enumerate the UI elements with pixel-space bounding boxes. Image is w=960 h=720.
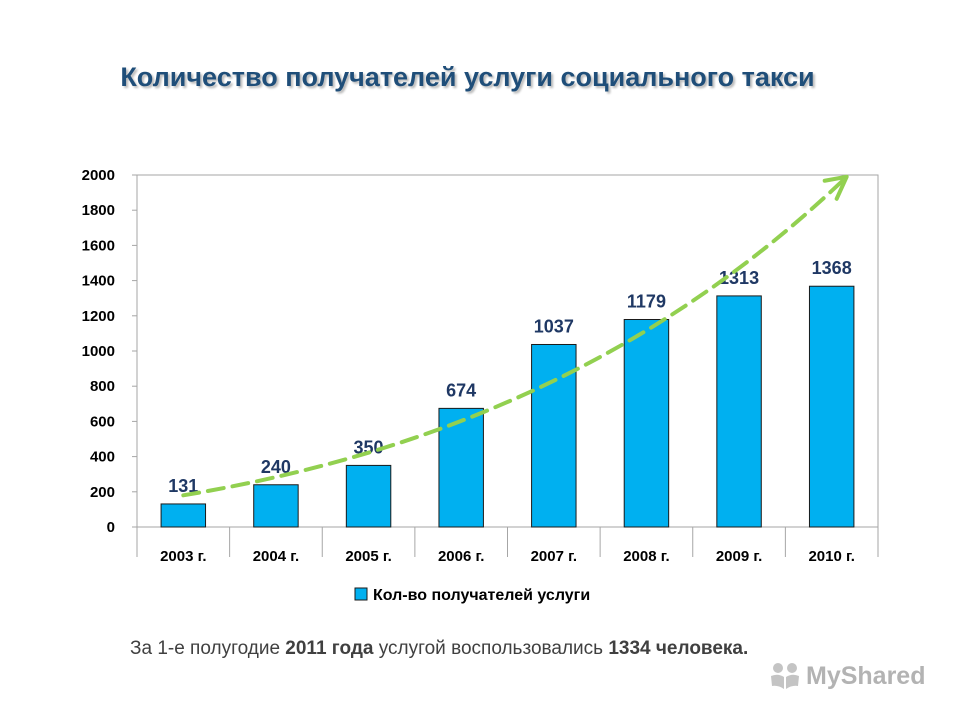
- legend-label: Кол-во получателей услуги: [373, 587, 590, 604]
- y-tick-label: 0: [107, 519, 115, 536]
- x-tick-label: 2007 г.: [531, 548, 577, 565]
- data-label: 1179: [627, 291, 666, 311]
- data-label: 131: [168, 476, 198, 496]
- x-tick-label: 2006 г.: [438, 548, 484, 565]
- bar: [345, 464, 392, 528]
- data-label: 674: [446, 380, 476, 400]
- data-label: 240: [261, 457, 291, 477]
- slideshare-icon: [771, 663, 799, 689]
- bar: [253, 484, 299, 528]
- bar: [160, 503, 207, 528]
- legend-swatch: [354, 587, 368, 601]
- x-tick-label: 2008 г.: [623, 548, 669, 565]
- data-label: 1037: [534, 316, 574, 336]
- footnote: За 1-е полугодие 2011 года услугой воспо…: [130, 638, 748, 660]
- y-tick-label: 2000: [82, 167, 115, 184]
- y-tick-label: 1000: [82, 343, 115, 360]
- x-tick-label: 2009 г.: [716, 548, 762, 565]
- note-count: 1334: [608, 638, 651, 659]
- x-tick-label: 2003 г.: [160, 548, 206, 565]
- bar: [623, 318, 670, 528]
- trend-arrow-line: [181, 174, 849, 498]
- trend-arrow-head: [822, 174, 849, 201]
- note-year: 2011 года: [285, 638, 374, 659]
- y-tick-label: 200: [90, 484, 115, 501]
- data-label: 1313: [719, 268, 759, 288]
- x-tick-label: 2005 г.: [345, 548, 391, 565]
- y-tick-label: 600: [90, 413, 115, 430]
- note-middle: услугой воспользовались: [373, 638, 609, 659]
- x-tick-label: 2010 г.: [808, 548, 854, 565]
- bar: [808, 285, 855, 528]
- y-tick-label: 400: [90, 449, 115, 466]
- data-label: 350: [354, 437, 384, 457]
- bar: [438, 407, 484, 528]
- data-label: 1368: [812, 258, 852, 278]
- y-tick-label: 800: [90, 378, 115, 395]
- y-tick-label: 1400: [82, 273, 115, 290]
- x-tick-label: 2004 г.: [253, 548, 299, 565]
- plot-area: [136, 174, 879, 528]
- y-tick-label: 1600: [82, 237, 115, 254]
- note-suffix: человека.: [650, 638, 749, 659]
- chart-title: Количество получателей услуги социальног…: [120, 62, 815, 92]
- note-prefix: За 1-е полугодие: [130, 638, 286, 659]
- bar: [716, 295, 762, 528]
- watermark: MyShared: [768, 656, 925, 696]
- y-tick-label: 1800: [82, 202, 115, 219]
- watermark-text: MyShared: [806, 661, 926, 690]
- y-tick-label: 1200: [82, 308, 115, 325]
